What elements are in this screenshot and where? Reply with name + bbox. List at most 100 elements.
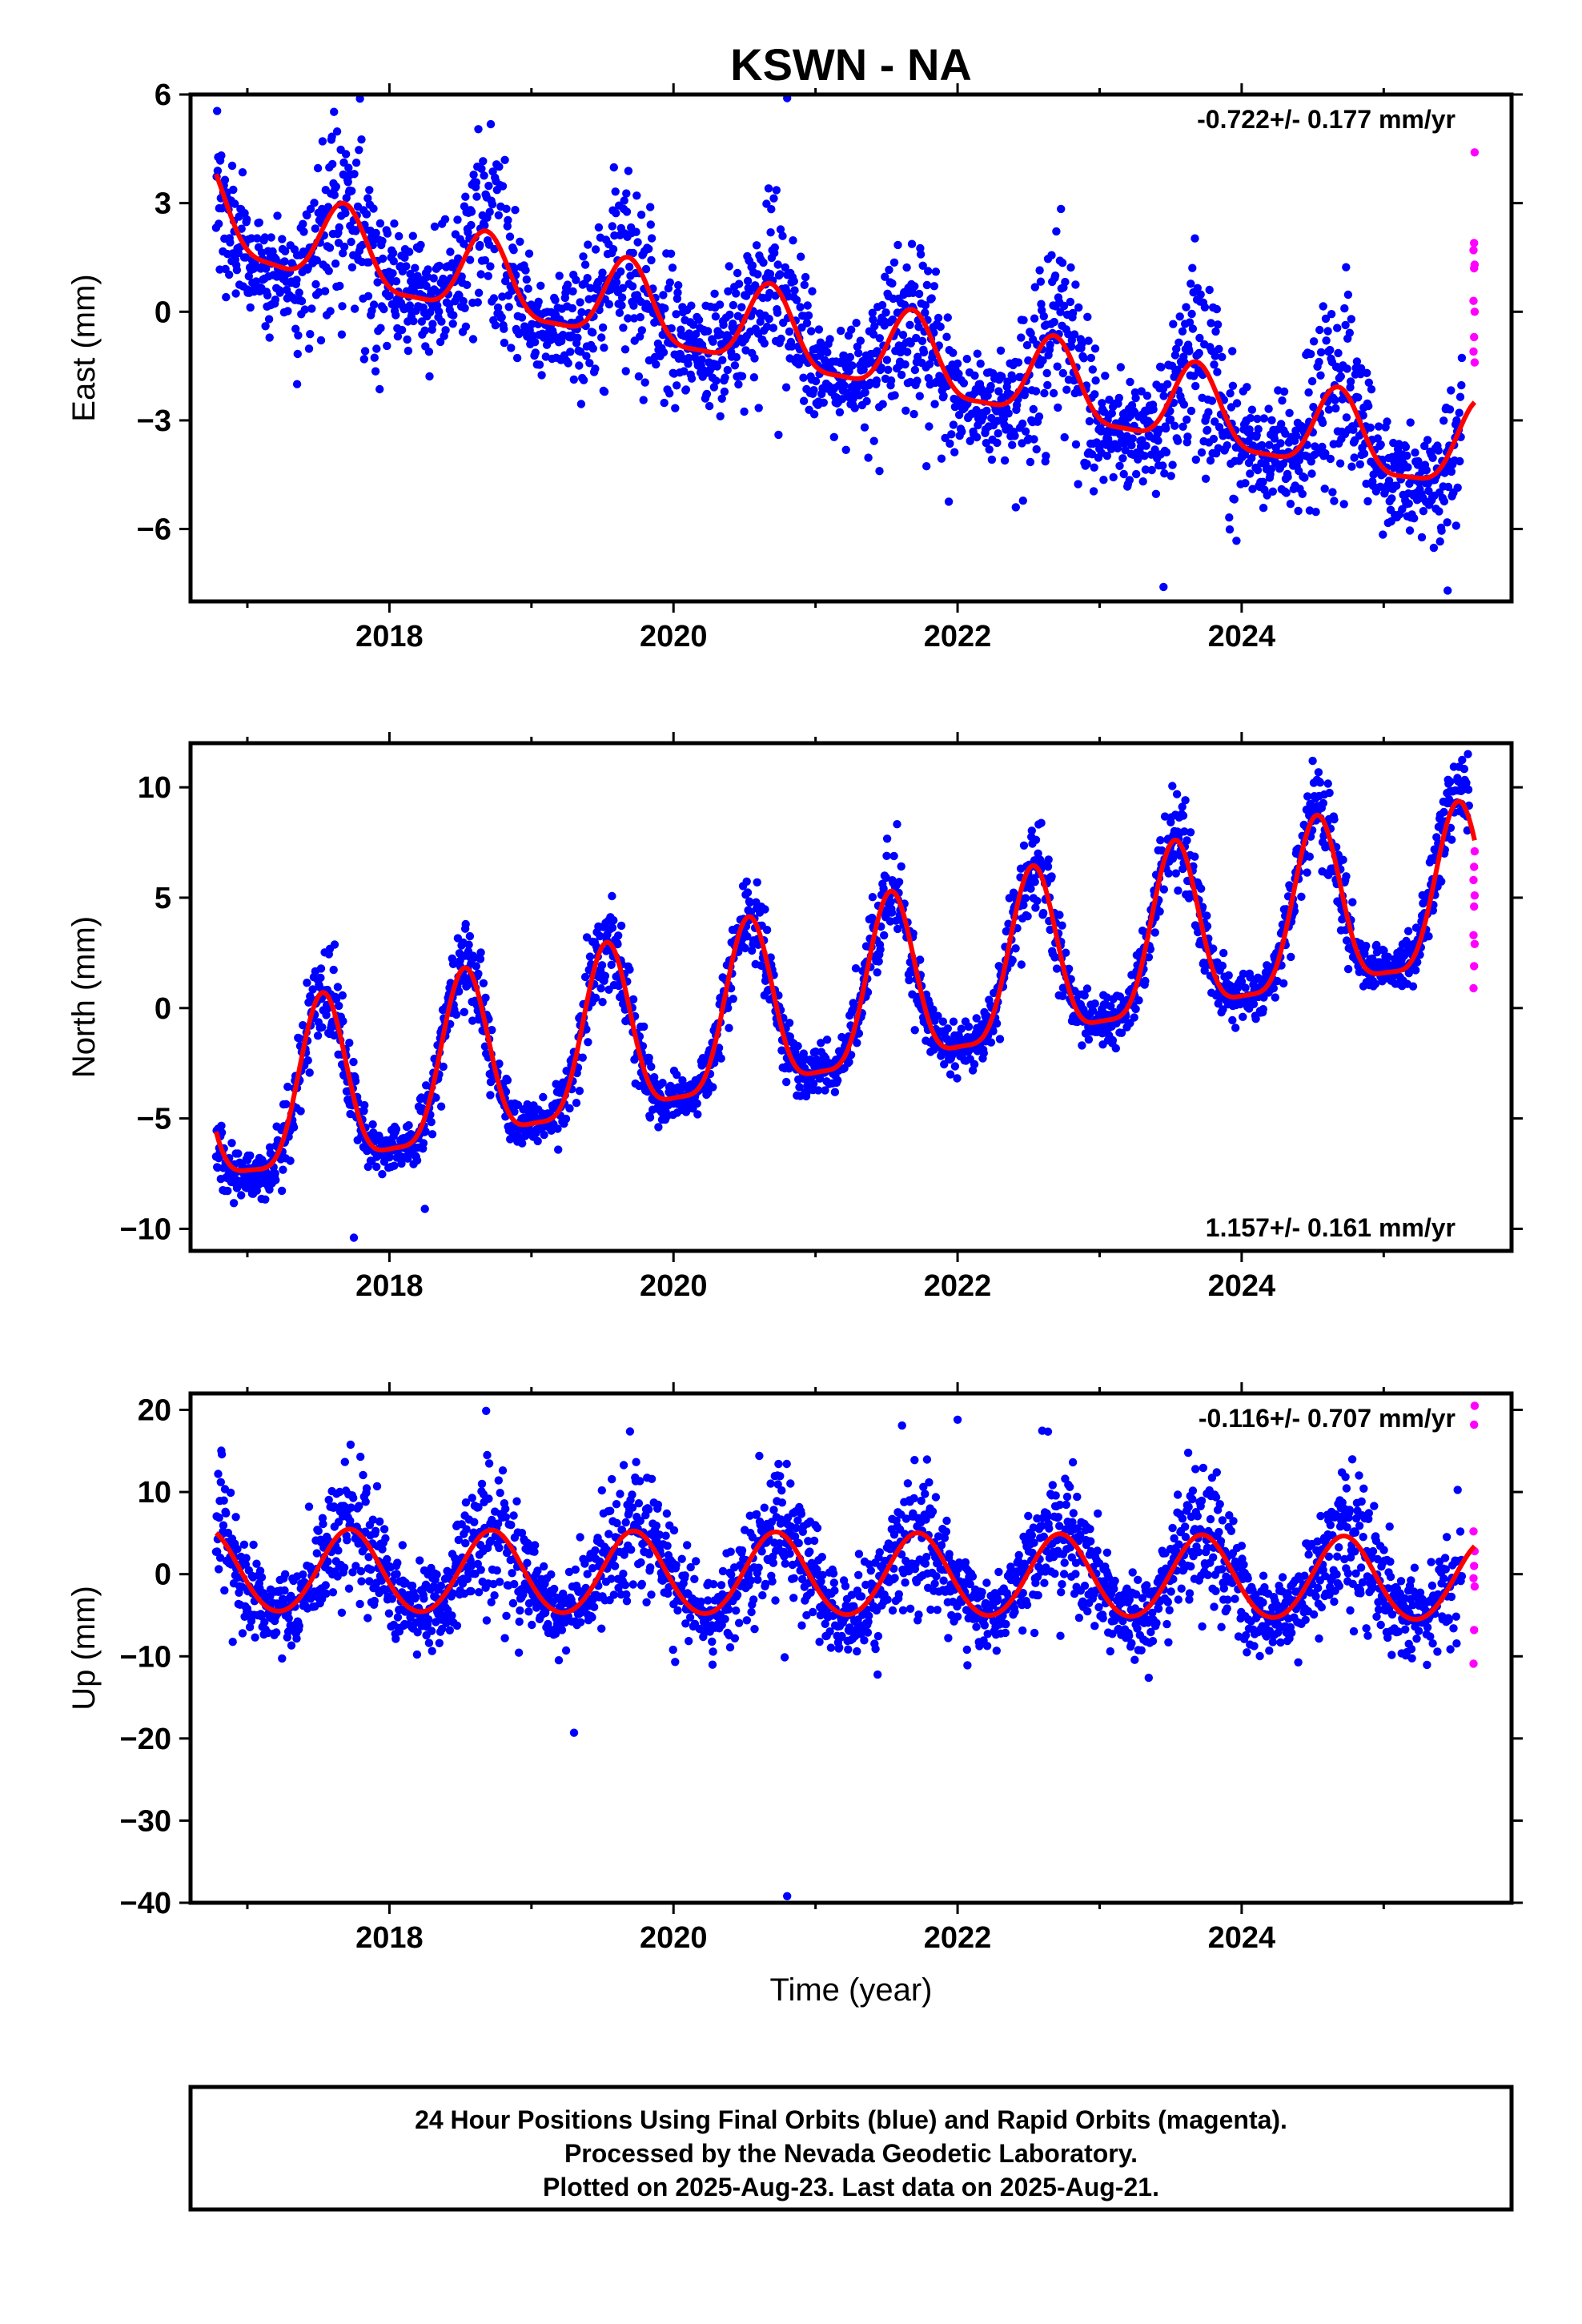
data-point: [1030, 283, 1040, 292]
data-point: [762, 926, 772, 935]
data-point: [347, 187, 356, 195]
data-point: [1253, 465, 1263, 475]
data-point: [950, 448, 959, 456]
data-point: [226, 1488, 235, 1498]
data-point: [1241, 983, 1250, 992]
data-point: [1401, 442, 1411, 452]
data-point: [452, 1010, 461, 1019]
data-point: [1225, 525, 1235, 534]
data-point: [930, 400, 939, 408]
rapid-point: [1470, 902, 1479, 911]
data-point: [712, 376, 721, 385]
data-point: [511, 206, 520, 215]
data-point: [1364, 378, 1374, 387]
data-point: [413, 271, 422, 280]
data-point: [1359, 411, 1367, 420]
data-point: [632, 191, 641, 200]
data-point: [289, 1123, 299, 1132]
data-point: [391, 1124, 401, 1134]
data-point: [913, 376, 921, 385]
data-point: [579, 376, 588, 384]
data-point: [439, 1062, 448, 1072]
data-point: [528, 332, 537, 340]
data-point: [986, 381, 995, 391]
data-point: [753, 878, 761, 887]
data-point: [1155, 907, 1164, 916]
data-point: [568, 287, 577, 296]
data-point: [1278, 396, 1287, 405]
data-point: [1038, 356, 1047, 365]
data-point: [916, 250, 926, 259]
data-point: [1193, 283, 1203, 292]
data-point: [921, 301, 930, 310]
data-point: [493, 303, 503, 312]
data-point: [1259, 414, 1269, 423]
data-point: [640, 1022, 648, 1031]
data-point: [435, 307, 444, 316]
y-axis-label: North (mm): [66, 916, 102, 1078]
data-point: [1423, 436, 1432, 444]
y-tick-label: −10: [120, 1212, 171, 1246]
data-point: [970, 1059, 979, 1069]
data-point: [461, 192, 470, 201]
data-point: [869, 436, 878, 445]
data-point: [1321, 448, 1330, 458]
data-point: [1291, 431, 1301, 440]
data-point: [453, 215, 462, 224]
data-point: [917, 336, 927, 345]
data-point: [480, 171, 488, 180]
data-point: [972, 432, 982, 442]
data-point: [1211, 327, 1220, 336]
data-point: [222, 292, 231, 302]
data-point: [518, 1139, 527, 1148]
data-point: [1043, 380, 1052, 390]
data-point: [1050, 317, 1059, 327]
data-point: [754, 404, 763, 412]
data-point: [1178, 327, 1187, 336]
data-point: [710, 289, 719, 298]
data-point: [854, 348, 863, 358]
data-point: [776, 225, 785, 234]
data-point: [785, 1019, 794, 1027]
data-point: [237, 1191, 246, 1200]
data-point: [1359, 449, 1369, 458]
data-point: [773, 308, 782, 317]
data-point: [1058, 259, 1067, 267]
data-point: [360, 1100, 369, 1110]
data-point: [1315, 357, 1323, 367]
data-point: [1355, 460, 1365, 468]
data-point: [901, 406, 910, 415]
data-point: [472, 962, 480, 971]
data-point: [1022, 340, 1032, 350]
data-point: [509, 246, 518, 255]
data-point: [910, 1026, 919, 1035]
data-point: [363, 194, 372, 203]
data-point: [1437, 526, 1446, 535]
data-point: [789, 277, 798, 286]
data-point: [924, 374, 934, 383]
data-point: [1082, 984, 1092, 993]
data-point: [624, 314, 632, 323]
data-point: [1414, 456, 1423, 466]
data-point: [1168, 782, 1177, 790]
data-point: [1231, 1023, 1240, 1032]
data-point: [1090, 344, 1100, 353]
data-point: [1403, 463, 1412, 472]
data-point: [1102, 452, 1112, 460]
outlier-point: [420, 1204, 429, 1213]
data-point: [1447, 386, 1456, 395]
data-point: [788, 342, 797, 351]
data-point: [1174, 338, 1183, 347]
data-point: [785, 327, 794, 336]
data-point: [1439, 497, 1449, 506]
data-point: [395, 231, 404, 241]
data-point: [1197, 884, 1206, 893]
data-point: [1159, 885, 1169, 894]
y-tick-label: −6: [137, 513, 171, 547]
data-point: [251, 1633, 259, 1642]
y-tick-label: 3: [155, 187, 171, 221]
data-point: [240, 209, 249, 218]
data-point: [1287, 952, 1295, 962]
data-point: [873, 968, 881, 977]
rapid-point: [1469, 931, 1478, 940]
